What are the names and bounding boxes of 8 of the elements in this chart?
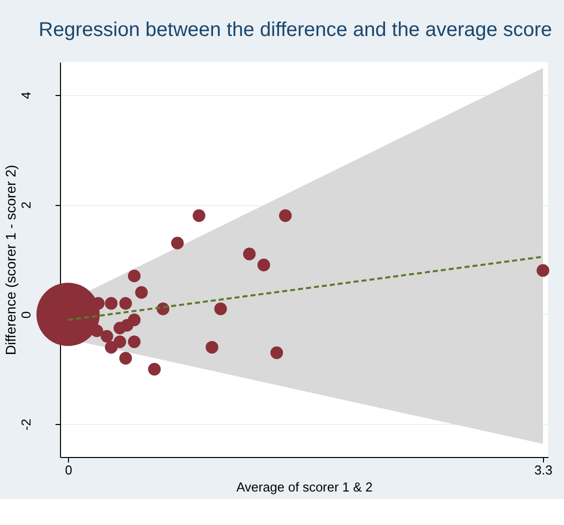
y-tick-label: 2 [18, 202, 34, 209]
x-tick-label: 3.3 [534, 462, 552, 478]
y-tick-label: -2 [18, 418, 34, 430]
x-axis-title: Average of scorer 1 & 2 [236, 480, 373, 494]
y-tick-label: 0 [18, 311, 34, 318]
chart-title: Regression between the difference and the average score [38, 19, 552, 41]
y-axis-title: Difference (scorer 1 - scorer 2) [2, 164, 18, 356]
y-tick-label: 4 [18, 92, 34, 100]
